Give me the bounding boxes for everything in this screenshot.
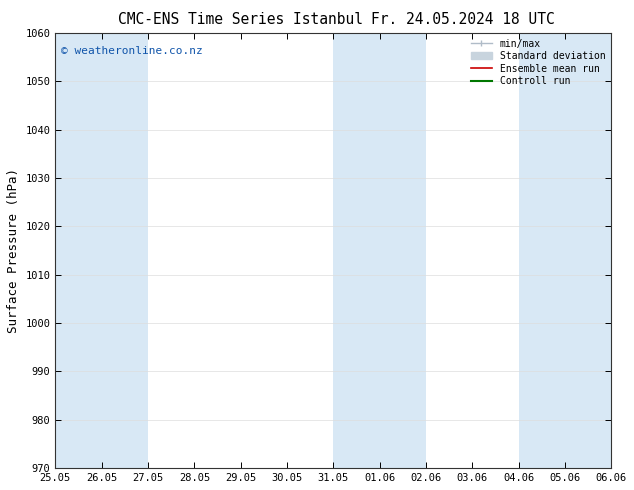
Bar: [55, 33, 148, 468]
Bar: [333, 33, 426, 468]
Text: Fr. 24.05.2024 18 UTC: Fr. 24.05.2024 18 UTC: [371, 12, 555, 27]
Legend: min/max, Standard deviation, Ensemble mean run, Controll run: min/max, Standard deviation, Ensemble me…: [467, 35, 609, 90]
Text: CMC-ENS Time Series Istanbul: CMC-ENS Time Series Istanbul: [119, 12, 363, 27]
Text: © weatheronline.co.nz: © weatheronline.co.nz: [61, 46, 203, 56]
Bar: [519, 33, 611, 468]
Y-axis label: Surface Pressure (hPa): Surface Pressure (hPa): [7, 168, 20, 333]
